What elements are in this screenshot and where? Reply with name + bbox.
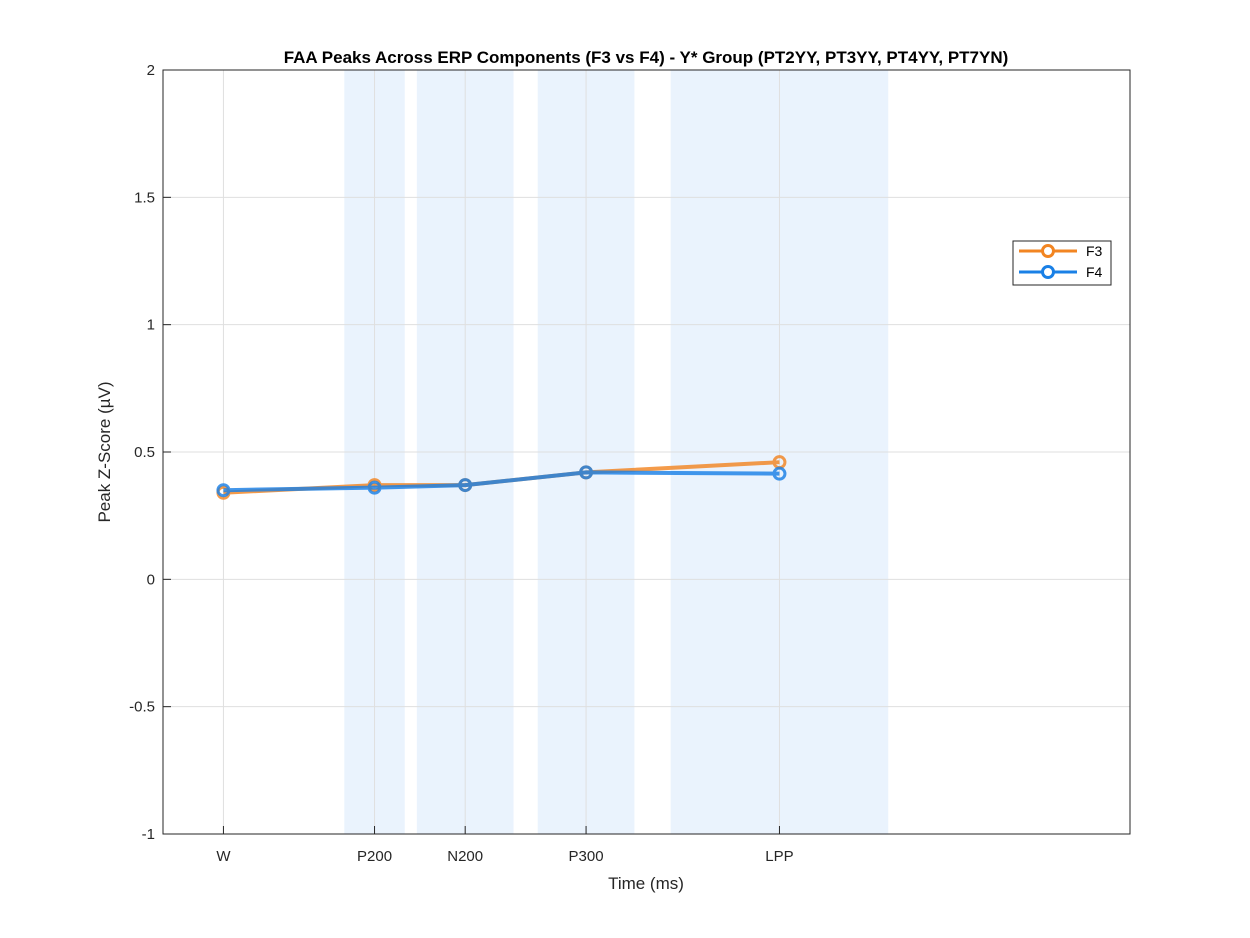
legend-f3-label: F3 xyxy=(1086,243,1103,259)
x-axis-label: Time (ms) xyxy=(608,874,684,893)
x-tick-label-n200: N200 xyxy=(447,848,483,865)
series-lines xyxy=(216,455,787,500)
x-tick-label-w: W xyxy=(216,848,231,865)
legend-f4-marker xyxy=(1041,265,1055,279)
y-tick-label-4: 1 xyxy=(147,317,155,334)
series-f4-line xyxy=(223,470,780,493)
series-f4-point-p300 xyxy=(579,465,594,480)
legend-f3-marker xyxy=(1041,244,1055,258)
series-f4 xyxy=(216,465,787,498)
y-tick-label-2: 0 xyxy=(147,571,155,588)
y-axis-ticks: -1 -0.5 0 0.5 1 1.5 2 xyxy=(129,62,171,843)
x-tick-label-lpp: LPP xyxy=(765,848,793,865)
legend-f4-label: F4 xyxy=(1086,264,1103,280)
series-f4-point-lpp xyxy=(772,466,787,481)
legend: F3 F4 xyxy=(1012,240,1112,286)
y-tick-label-3: 0.5 xyxy=(134,444,155,461)
series-f4-point-w xyxy=(216,483,231,498)
y-tick-label-6: 2 xyxy=(147,62,155,79)
y-tick-label-1: -0.5 xyxy=(129,699,155,716)
series-f4-point-p200 xyxy=(367,480,382,495)
chart-title: FAA Peaks Across ERP Components (F3 vs F… xyxy=(284,48,1009,67)
legend-box xyxy=(1012,240,1112,286)
grid-lines xyxy=(163,69,1130,835)
series-f4-point-n200 xyxy=(458,478,473,493)
x-tick-label-p200: P200 xyxy=(357,848,392,865)
y-axis-label: Peak Z-Score (µV) xyxy=(95,381,114,522)
x-tick-label-p300: P300 xyxy=(569,848,604,865)
y-tick-label-0: -1 xyxy=(142,826,155,843)
x-axis-ticks: W P200 N200 P300 LPP xyxy=(216,826,794,865)
y-tick-label-5: 1.5 xyxy=(134,189,155,206)
